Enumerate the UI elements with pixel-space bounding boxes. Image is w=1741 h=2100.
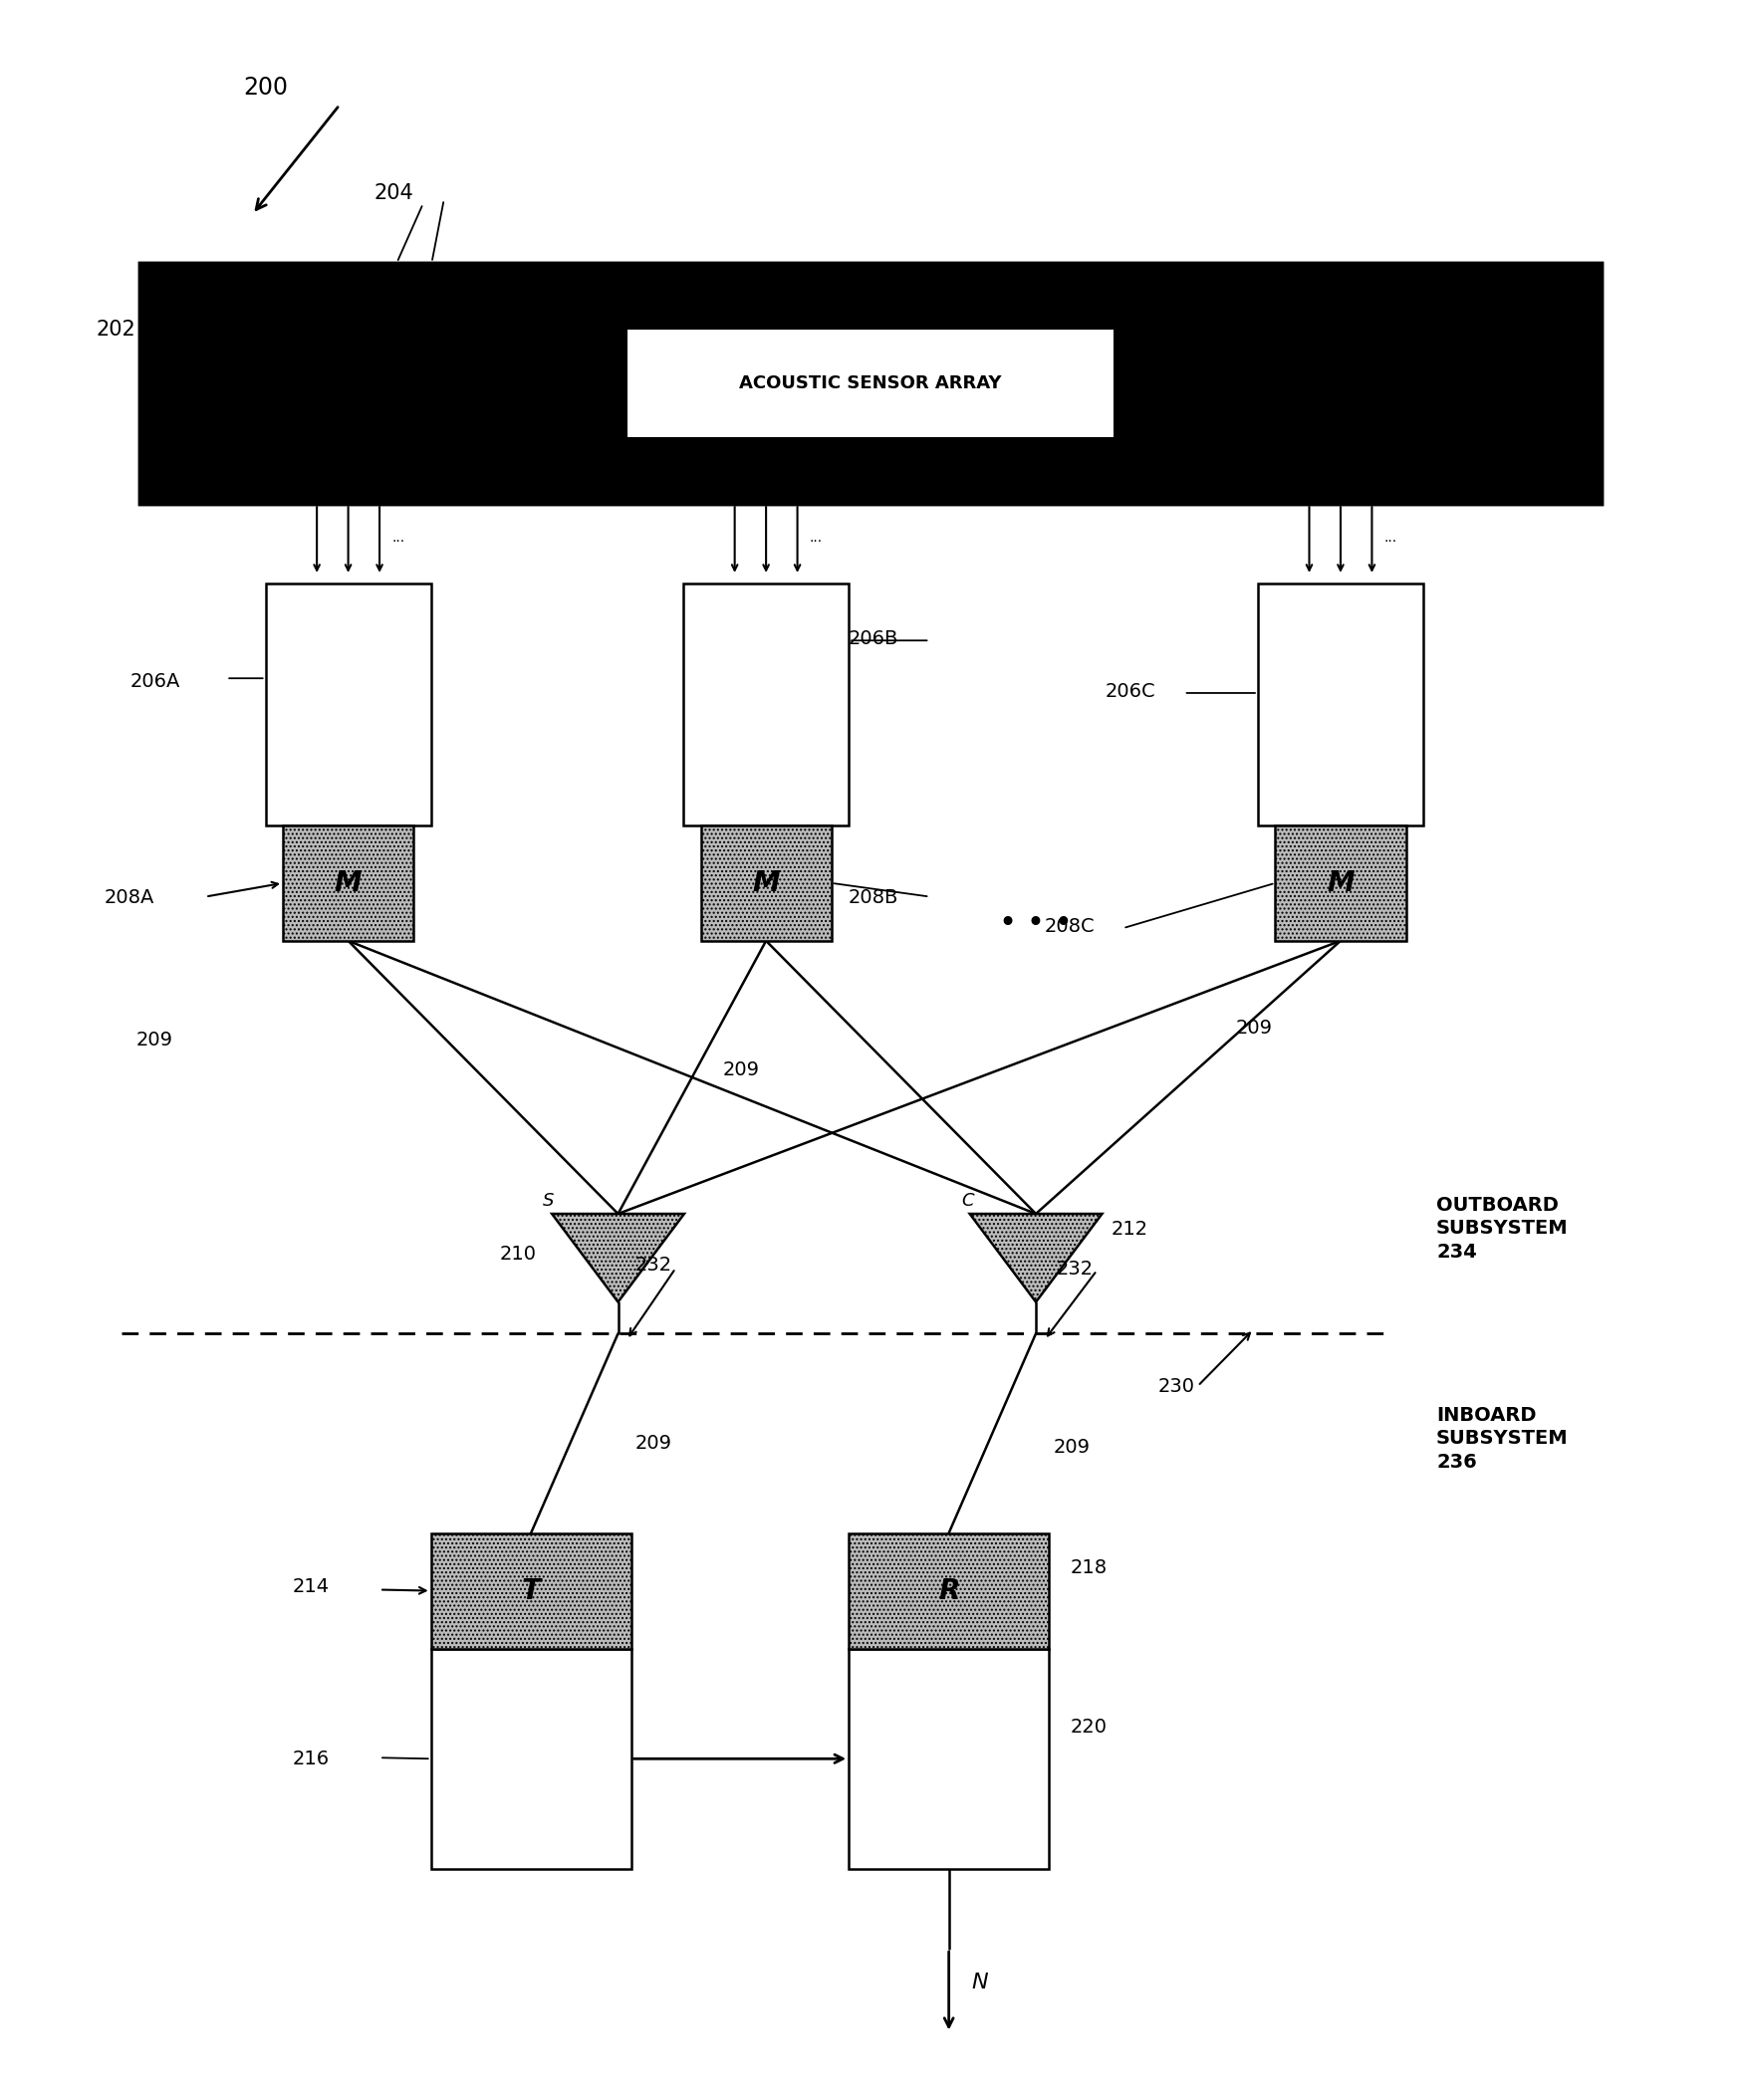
Text: 209: 209 bbox=[723, 1060, 759, 1079]
Text: 204: 204 bbox=[374, 183, 414, 204]
Bar bbox=[627, 328, 1114, 439]
Text: C: C bbox=[961, 1191, 973, 1210]
Text: 209: 209 bbox=[635, 1434, 672, 1453]
Bar bbox=[850, 1649, 1048, 1869]
Text: N: N bbox=[971, 1972, 989, 1993]
Text: M: M bbox=[752, 869, 780, 897]
Bar bbox=[700, 825, 832, 941]
Text: 232: 232 bbox=[635, 1256, 672, 1275]
Text: R: R bbox=[938, 1577, 959, 1604]
Text: OUTBOARD
SUBSYSTEM
234: OUTBOARD SUBSYSTEM 234 bbox=[1436, 1195, 1569, 1262]
Text: ...: ... bbox=[810, 531, 823, 544]
Bar bbox=[139, 262, 1602, 504]
Text: ...: ... bbox=[392, 531, 406, 544]
Bar bbox=[432, 1649, 630, 1869]
Text: 200: 200 bbox=[244, 76, 289, 99]
Bar bbox=[432, 1533, 630, 1649]
Bar bbox=[282, 825, 414, 941]
Bar bbox=[1257, 584, 1424, 825]
Text: 208A: 208A bbox=[104, 888, 155, 907]
Text: 209: 209 bbox=[1053, 1439, 1090, 1457]
Text: S: S bbox=[543, 1191, 555, 1210]
Text: T: T bbox=[522, 1577, 540, 1604]
Polygon shape bbox=[552, 1214, 684, 1302]
Text: • • •: • • • bbox=[999, 909, 1072, 939]
Text: 212: 212 bbox=[1111, 1220, 1147, 1239]
Text: 216: 216 bbox=[292, 1749, 329, 1768]
Text: 210: 210 bbox=[500, 1245, 536, 1264]
Text: 209: 209 bbox=[136, 1031, 172, 1050]
Text: 209: 209 bbox=[1236, 1018, 1273, 1037]
Text: ...: ... bbox=[1384, 531, 1398, 544]
Bar bbox=[850, 1533, 1048, 1649]
Bar bbox=[266, 584, 432, 825]
Text: M: M bbox=[1327, 869, 1354, 897]
Text: 208B: 208B bbox=[848, 888, 898, 907]
Text: 220: 220 bbox=[1071, 1718, 1107, 1737]
Text: INBOARD
SUBSYSTEM
236: INBOARD SUBSYSTEM 236 bbox=[1436, 1405, 1569, 1472]
Text: 206A: 206A bbox=[131, 672, 181, 691]
Bar bbox=[682, 584, 850, 825]
Text: 206C: 206C bbox=[1106, 683, 1156, 701]
Text: 214: 214 bbox=[292, 1577, 329, 1596]
Text: ACOUSTIC SENSOR ARRAY: ACOUSTIC SENSOR ARRAY bbox=[740, 374, 1001, 393]
Text: 218: 218 bbox=[1071, 1558, 1107, 1577]
Bar bbox=[1274, 825, 1407, 941]
Text: 230: 230 bbox=[1158, 1378, 1194, 1397]
Text: 202: 202 bbox=[96, 319, 136, 340]
Text: M: M bbox=[334, 869, 362, 897]
Polygon shape bbox=[970, 1214, 1102, 1302]
Text: 206B: 206B bbox=[848, 630, 898, 649]
Text: 232: 232 bbox=[1057, 1260, 1093, 1279]
Bar bbox=[139, 262, 1602, 504]
Text: 208C: 208C bbox=[1045, 918, 1095, 937]
